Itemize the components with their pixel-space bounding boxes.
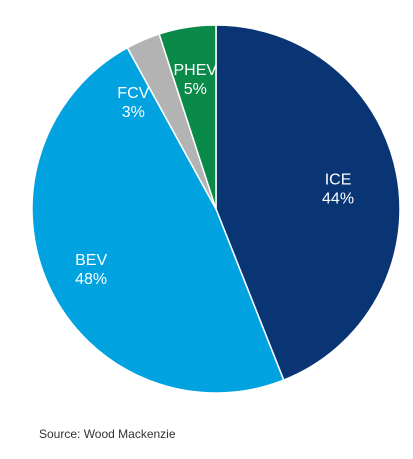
pie-slices [31,24,401,394]
slice-value-phev: 5% [184,81,207,98]
slice-name-ice: ICE [325,172,352,189]
slice-name-phev: PHEV [173,62,217,79]
slice-name-bev: BEV [75,252,107,269]
slice-phev [158,24,217,210]
slice-value-fcv: 3% [122,104,145,121]
slice-value-bev: 48% [75,271,107,288]
slice-ice [215,24,401,382]
pie-labels: ICE 44% BEV 48% FCV 3% PHEV 5% [75,62,354,288]
source-note: Source: Wood Mackenzie [39,427,176,441]
slice-name-fcv: FCV [117,85,149,102]
slice-value-ice: 44% [322,191,354,208]
slice-bev [31,46,285,394]
